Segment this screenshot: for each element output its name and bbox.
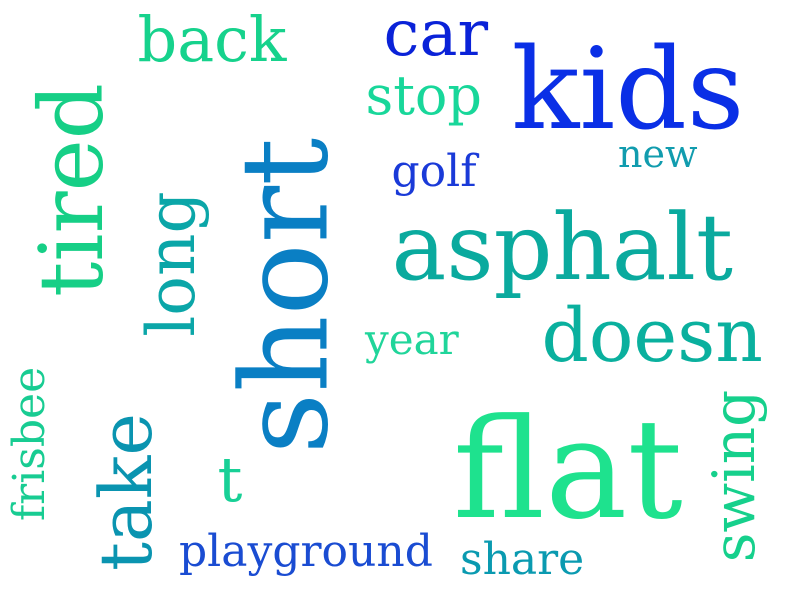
word-tired: tired — [19, 83, 123, 297]
word-kids: kids — [511, 25, 745, 155]
word-t: t — [217, 443, 243, 516]
word-frisbee: frisbee — [4, 366, 56, 522]
word-doesn: doesn — [541, 293, 763, 379]
word-asphalt: asphalt — [391, 194, 733, 301]
word-short: short — [215, 137, 355, 455]
word-playground: playground — [179, 526, 433, 577]
word-back: back — [137, 3, 287, 76]
word-new: new — [618, 132, 698, 176]
word-share: share — [460, 534, 585, 585]
word-car: car — [383, 0, 489, 71]
word-golf: golf — [391, 146, 477, 197]
word-flat: flat — [453, 389, 683, 550]
word-year: year — [365, 315, 459, 364]
word-long: long — [132, 191, 210, 337]
word-stop: stop — [365, 64, 483, 127]
word-take: take — [84, 412, 169, 572]
word-swing: swing — [700, 389, 769, 563]
